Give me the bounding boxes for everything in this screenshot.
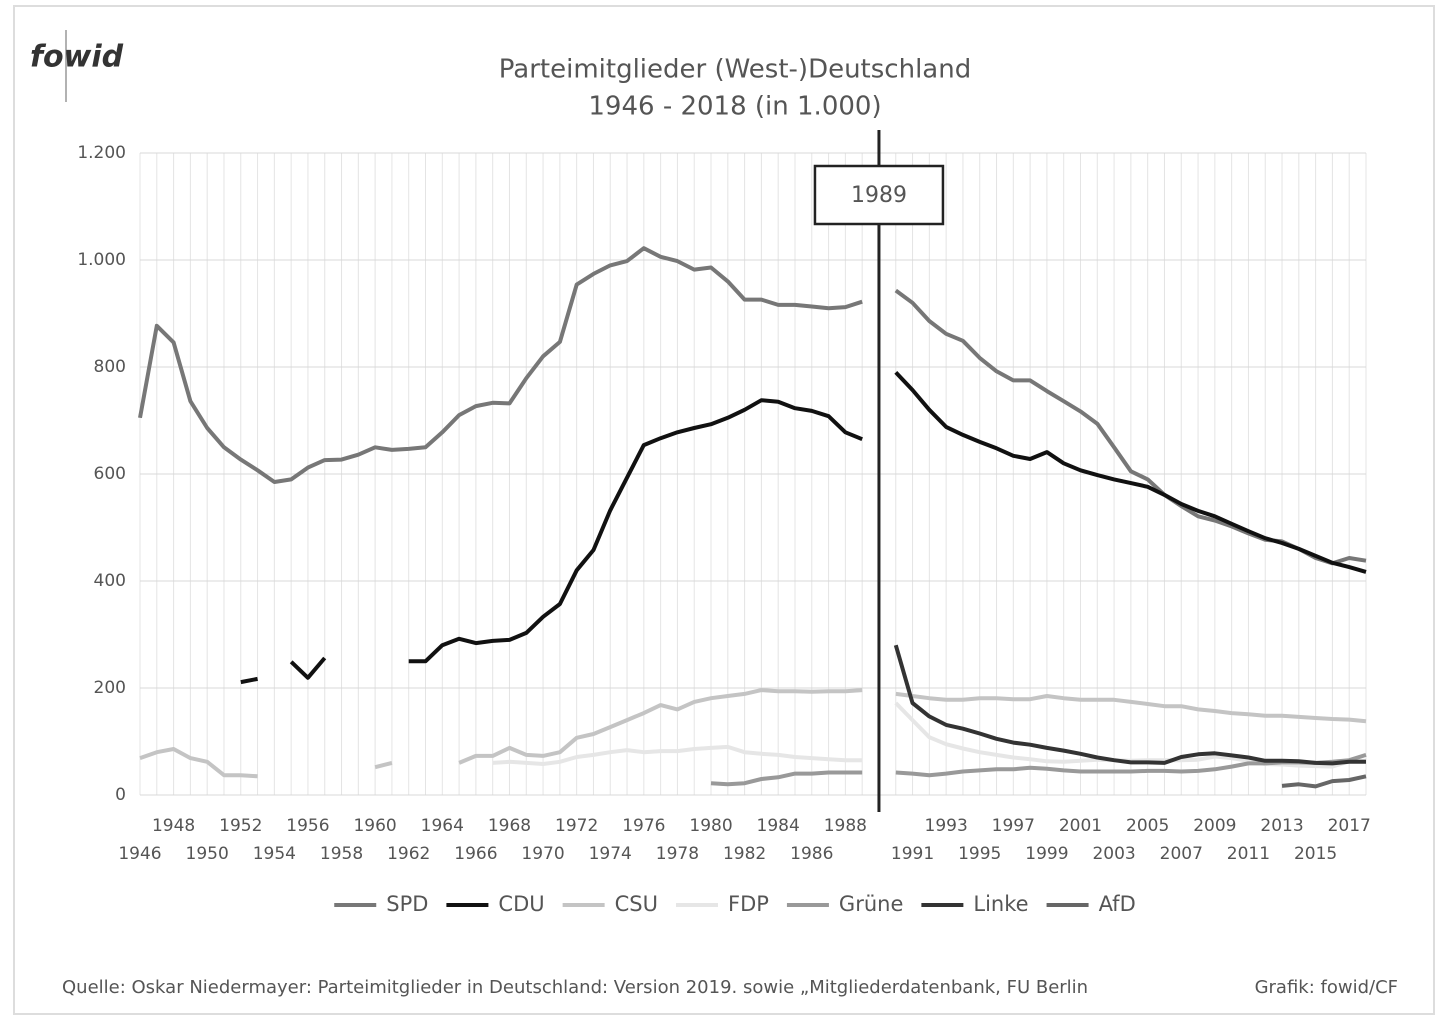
x-tick-label: 1978 [656,844,699,864]
y-tick-label: 1.000 [77,250,126,270]
legend-label: CDU [498,892,544,916]
legend-label: Grüne [839,892,903,916]
x-tick-label: 1962 [387,844,430,864]
x-tick-label: 1993 [925,816,968,836]
y-tick-label: 0 [115,785,126,805]
y-tick-label: 200 [94,678,126,698]
y-tick-label: 800 [94,357,126,377]
x-tick-label: 1948 [152,816,195,836]
credit: Grafik: fowid/CF [1255,977,1398,998]
y-tick-label: 600 [94,464,126,484]
x-tick-label: 1999 [1025,844,1068,864]
chart-title: Parteimitglieder (West-)Deutschland [499,55,971,85]
legend-label: AfD [1099,892,1136,916]
x-tick-label: 1960 [353,816,396,836]
x-tick-label: 1950 [186,844,229,864]
chart-subtitle: 1946 - 2018 (in 1.000) [588,92,881,122]
x-tick-label: 1997 [992,816,1035,836]
annotation: 1989 [851,183,907,208]
x-tick-label: 1991 [891,844,934,864]
x-tick-label: 1954 [253,844,296,864]
x-tick-label: 1988 [824,816,867,836]
x-tick-label: 1976 [622,816,665,836]
x-tick-label: 2007 [1160,844,1203,864]
x-tick-label: 1984 [757,816,800,836]
x-tick-label: 2001 [1059,816,1102,836]
x-tick-label: 1946 [118,844,161,864]
x-tick-label: 2015 [1294,844,1337,864]
logo: fowid [30,40,124,75]
x-tick-label: 2005 [1126,816,1169,836]
x-tick-label: 1970 [521,844,564,864]
y-tick-label: 1.200 [77,143,126,163]
x-tick-label: 1995 [958,844,1001,864]
x-tick-label: 1974 [589,844,632,864]
x-tick-label: 1972 [555,816,598,836]
legend-label: SPD [386,892,428,916]
y-tick-label: 400 [94,571,126,591]
series-line [893,644,1366,766]
x-tick-label: 1986 [790,844,833,864]
x-tick-label: 2003 [1092,844,1135,864]
legend-label: FDP [728,892,769,916]
x-tick-label: 1964 [421,816,464,836]
series-line [1281,774,1367,789]
x-tick-label: 1956 [286,816,329,836]
legend-label: CSU [615,892,658,916]
legend-label: Linke [973,892,1028,916]
source: Quelle: Oskar Niedermayer: Parteimitglie… [62,977,1088,998]
x-tick-label: 1982 [723,844,766,864]
series-line [139,688,1367,779]
x-tick-label: 2009 [1193,816,1236,836]
x-tick-label: 2013 [1260,816,1303,836]
x-tick-label: 1968 [488,816,531,836]
x-tick-label: 1952 [219,816,262,836]
x-tick-label: 1966 [454,844,497,864]
x-tick-label: 2011 [1227,844,1270,864]
annotation-box [813,164,945,226]
series-line [240,371,1367,685]
x-tick-label: 1958 [320,844,363,864]
x-tick-label: 1980 [689,816,732,836]
x-tick-label: 2017 [1328,816,1371,836]
